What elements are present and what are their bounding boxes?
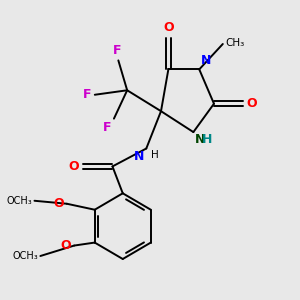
Text: N: N xyxy=(195,133,206,146)
Text: O: O xyxy=(163,21,174,34)
Text: F: F xyxy=(83,88,91,101)
Text: OCH₃: OCH₃ xyxy=(6,196,32,206)
Text: F: F xyxy=(103,121,111,134)
Text: H: H xyxy=(202,133,213,146)
Text: CH₃: CH₃ xyxy=(225,38,244,47)
Text: O: O xyxy=(246,97,257,110)
Text: H: H xyxy=(151,150,159,160)
Text: O: O xyxy=(53,197,64,210)
Text: OCH₃: OCH₃ xyxy=(12,251,38,261)
Text: O: O xyxy=(69,160,80,173)
Text: F: F xyxy=(112,44,121,57)
Text: N: N xyxy=(134,150,144,163)
Text: O: O xyxy=(61,239,71,252)
Text: N: N xyxy=(200,54,211,67)
